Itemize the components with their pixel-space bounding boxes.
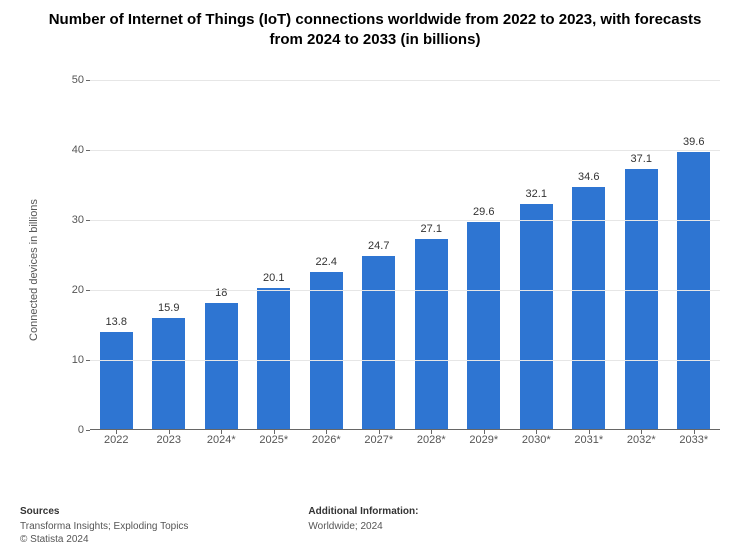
bar-value-label: 27.1 — [415, 223, 448, 235]
bar: 20.1 — [257, 288, 290, 429]
gridline — [90, 360, 720, 361]
additional-info-block: Additional Information: Worldwide; 2024 — [308, 506, 418, 545]
ytick-mark — [86, 290, 90, 291]
bar: 32.1 — [520, 204, 553, 429]
xtick-label: 2023 — [157, 434, 181, 446]
bar-value-label: 39.6 — [677, 136, 710, 148]
gridline — [90, 290, 720, 291]
bar-value-label: 37.1 — [625, 153, 658, 165]
sources-block: Sources Transforma Insights; Exploding T… — [20, 506, 188, 545]
additional-heading: Additional Information: — [308, 506, 418, 517]
sources-heading: Sources — [20, 506, 188, 517]
bar: 15.9 — [152, 318, 185, 429]
ytick-mark — [86, 360, 90, 361]
bar: 13.8 — [100, 332, 133, 429]
bar: 24.7 — [362, 256, 395, 429]
bar-value-label: 20.1 — [257, 272, 290, 284]
ytick-label: 10 — [56, 354, 84, 366]
additional-line: Worldwide; 2024 — [308, 521, 418, 532]
xtick-label: 2026* — [312, 434, 341, 446]
xtick-label: 2028* — [417, 434, 446, 446]
bar-value-label: 32.1 — [520, 188, 553, 200]
bar-value-label: 15.9 — [152, 302, 185, 314]
gridline — [90, 80, 720, 81]
ytick-label: 40 — [56, 144, 84, 156]
ytick-label: 0 — [56, 424, 84, 436]
ytick-mark — [86, 430, 90, 431]
xtick-label: 2025* — [259, 434, 288, 446]
bar-value-label: 24.7 — [362, 240, 395, 252]
xtick-label: 2022 — [104, 434, 128, 446]
bar: 29.6 — [467, 222, 500, 429]
gridline — [90, 150, 720, 151]
bar-value-label: 13.8 — [100, 316, 133, 328]
bar-value-label: 29.6 — [467, 206, 500, 218]
bar: 37.1 — [625, 169, 658, 429]
xtick-label: 2031* — [574, 434, 603, 446]
ytick-label: 30 — [56, 214, 84, 226]
ytick-mark — [86, 220, 90, 221]
y-axis-label: Connected devices in billions — [28, 199, 40, 341]
xtick-label: 2024* — [207, 434, 236, 446]
bar-value-label: 22.4 — [310, 256, 343, 268]
ytick-mark — [86, 80, 90, 81]
plot-region: 13.8 15.9 18 20.1 22.4 24.7 27.1 29.6 32.1 34.6 37… — [90, 80, 720, 430]
xtick-label: 2030* — [522, 434, 551, 446]
gridline — [90, 220, 720, 221]
bar: 22.4 — [310, 272, 343, 429]
ytick-mark — [86, 150, 90, 151]
xtick-label: 2032* — [627, 434, 656, 446]
chart-footer: Sources Transforma Insights; Exploding T… — [20, 506, 730, 545]
chart-area: Connected devices in billions 13.815.918… — [60, 80, 720, 460]
xtick-label: 2029* — [469, 434, 498, 446]
sources-line: Transforma Insights; Exploding Topics — [20, 521, 188, 532]
bars-container: 13.8 15.9 18 20.1 22.4 24.7 27.1 29.6 32.1 34.6 37… — [90, 80, 720, 429]
xtick-label: 2033* — [679, 434, 708, 446]
xtick-label: 2027* — [364, 434, 393, 446]
bar: 34.6 — [572, 187, 605, 429]
bar: 18 — [205, 303, 238, 429]
ytick-label: 50 — [56, 74, 84, 86]
bar: 27.1 — [415, 239, 448, 429]
bar-value-label: 34.6 — [572, 171, 605, 183]
copyright-line: © Statista 2024 — [20, 534, 188, 545]
chart-title: Number of Internet of Things (IoT) conne… — [0, 0, 750, 49]
ytick-label: 20 — [56, 284, 84, 296]
bar-value-label: 18 — [205, 287, 238, 299]
